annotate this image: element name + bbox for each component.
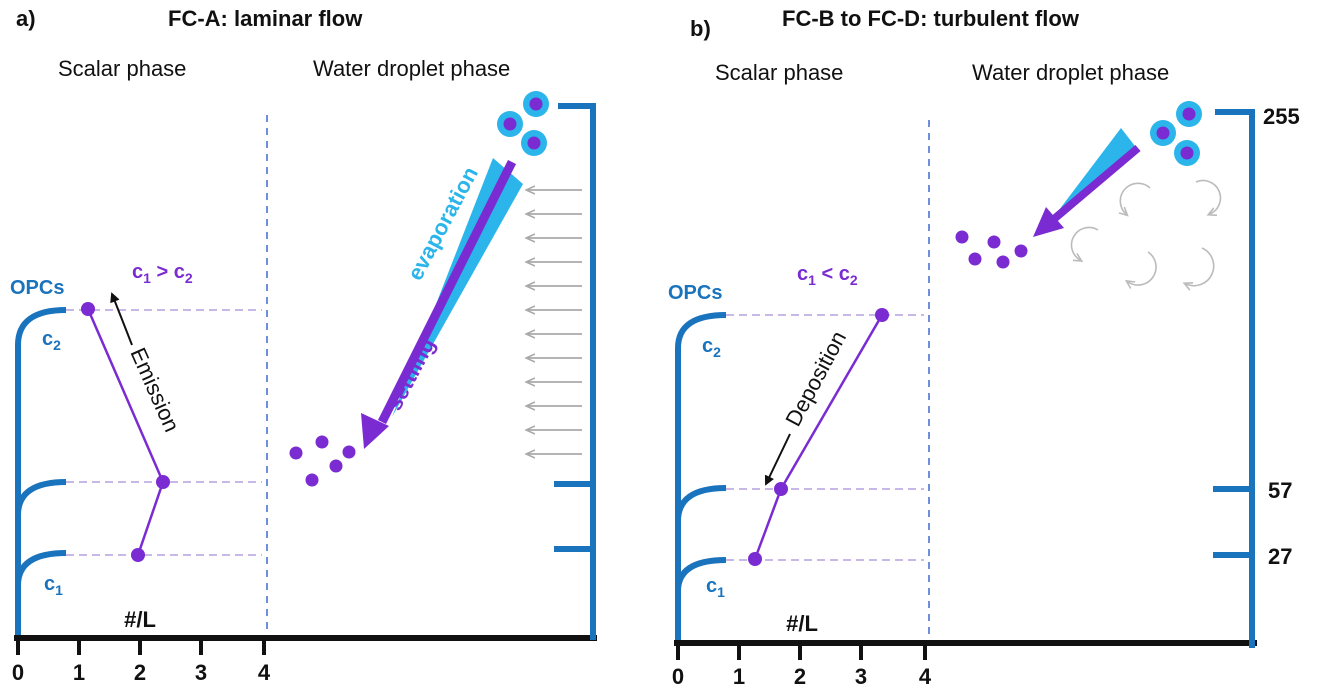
panel-a-title: FC-A: laminar flow xyxy=(168,6,363,31)
particle xyxy=(329,459,343,473)
height-label: 27 xyxy=(1268,544,1292,569)
particle xyxy=(342,445,356,459)
c2-label: c2 xyxy=(42,328,61,353)
eddy-arrow xyxy=(1195,179,1222,214)
settling-label: settling xyxy=(381,334,440,415)
panel-a: a) FC-A: laminar flow Scalar phase Water… xyxy=(10,6,597,685)
concentration-profile xyxy=(86,308,165,556)
opc-tower-low xyxy=(675,557,727,592)
x-tick-label: 2 xyxy=(134,660,146,685)
profile-point xyxy=(748,552,762,566)
particle xyxy=(1014,244,1028,258)
x-tick-label: 0 xyxy=(12,660,24,685)
c1-label: c1 xyxy=(706,575,725,600)
relation-label: c1 < c2 xyxy=(797,263,858,288)
opc-tower-low xyxy=(15,550,67,586)
eddy-arrow xyxy=(1128,251,1157,285)
settling-arrowhead xyxy=(1033,207,1064,237)
relation-label: c1 > c2 xyxy=(132,261,193,286)
height-bracket xyxy=(558,103,596,640)
opc-tower-top xyxy=(675,312,727,643)
deposition-arrow xyxy=(764,433,791,486)
height-label: 57 xyxy=(1268,478,1292,503)
emission-arrow xyxy=(110,292,133,346)
source-droplets xyxy=(497,91,549,156)
emission-label: Emission xyxy=(125,344,184,436)
settling-arrow xyxy=(377,159,517,425)
profile-point xyxy=(131,548,145,562)
x-tick-label: 0 xyxy=(672,664,684,687)
panel-b-droplet-heading: Water droplet phase xyxy=(972,60,1169,85)
x-tick-label: 4 xyxy=(919,664,932,687)
panel-a-droplet-heading: Water droplet phase xyxy=(313,56,510,81)
particle xyxy=(955,230,969,244)
x-tick-label: 2 xyxy=(794,664,806,687)
particle xyxy=(315,435,329,449)
height-label: 255 xyxy=(1263,104,1300,129)
x-tick-label: 3 xyxy=(195,660,207,685)
x-tick-label: 4 xyxy=(258,660,271,685)
evaporation-wedge xyxy=(1056,128,1138,214)
c1-label: c1 xyxy=(44,573,63,598)
opcs-label: OPCs xyxy=(10,277,64,299)
eddy-arrow xyxy=(1186,247,1215,286)
x-tick-label: 1 xyxy=(733,664,745,687)
profile-point xyxy=(81,302,95,316)
profile-point xyxy=(156,475,170,489)
c2-label: c2 xyxy=(702,335,721,360)
height-bracket xyxy=(1215,109,1255,648)
panel-a-letter: a) xyxy=(16,6,36,31)
residual-particles xyxy=(955,230,1028,269)
opc-tower-top xyxy=(15,307,67,640)
eddy-arrow xyxy=(1070,226,1099,260)
laminar-flow-arrows xyxy=(527,190,582,454)
x-tick-label: 3 xyxy=(855,664,867,687)
opcs-label: OPCs xyxy=(668,282,722,304)
deposition-label: Deposition xyxy=(780,327,851,431)
particle xyxy=(289,446,303,460)
residual-particles xyxy=(289,435,356,487)
panel-b-scalar-heading: Scalar phase xyxy=(715,60,843,85)
panel-a-scalar-heading: Scalar phase xyxy=(58,56,186,81)
settling-arrowhead xyxy=(361,413,389,449)
evaporation-wedge xyxy=(392,158,523,417)
settling-arrow xyxy=(1051,144,1141,223)
opc-tower-mid xyxy=(675,485,727,522)
particle xyxy=(305,473,319,487)
turbulent-eddies xyxy=(1070,179,1222,286)
x-axis-label: #/L xyxy=(786,611,818,636)
eddy-arrow xyxy=(1120,182,1151,214)
profile-point xyxy=(774,482,788,496)
particle xyxy=(996,255,1010,269)
x-axis-label: #/L xyxy=(124,607,156,632)
particle xyxy=(968,252,982,266)
panel-b: b) FC-B to FC-D: turbulent flow Scalar p… xyxy=(668,6,1300,687)
profile-point xyxy=(875,308,889,322)
x-tick-label: 1 xyxy=(73,660,85,685)
source-droplets xyxy=(1150,101,1202,166)
panel-b-letter: b) xyxy=(690,16,711,41)
particle xyxy=(987,235,1001,249)
opc-tower-mid xyxy=(15,479,67,516)
panel-b-title: FC-B to FC-D: turbulent flow xyxy=(782,6,1080,31)
